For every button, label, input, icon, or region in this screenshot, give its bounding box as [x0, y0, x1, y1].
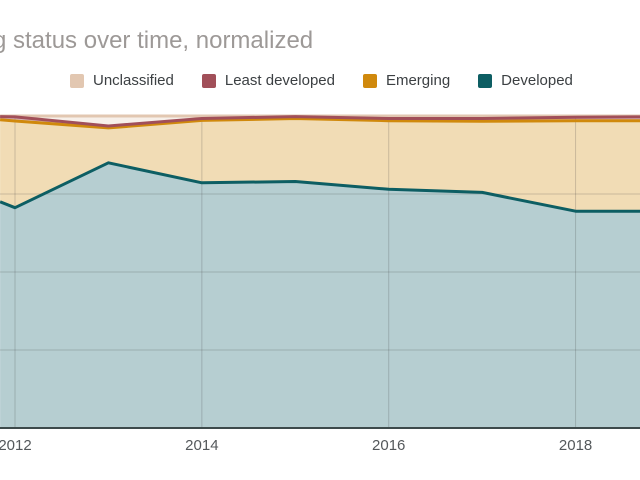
legend: Unclassified Least developed Emerging De…: [70, 72, 573, 89]
legend-label: Emerging: [385, 72, 451, 89]
least-developed-swatch-icon: [201, 73, 216, 88]
legend-label: Developed: [501, 72, 573, 89]
chart-title: g status over time, normalized: [0, 27, 314, 54]
x-tick-label-2012: 2012: [0, 437, 32, 454]
area-developed: [0, 162, 640, 428]
legend-item-developed[interactable]: Developed: [478, 72, 573, 89]
legend-item-emerging[interactable]: Emerging: [362, 72, 451, 89]
x-tick-label-2018: 2018: [558, 437, 593, 454]
line-least-developed: [0, 115, 640, 128]
emerging-swatch-icon: [362, 73, 377, 88]
legend-item-unclassified[interactable]: Unclassified: [70, 72, 174, 89]
developed-swatch-icon: [478, 73, 493, 88]
unclassified-swatch-icon: [70, 73, 84, 88]
line-developed: [0, 161, 640, 213]
area-emerging: [0, 118, 640, 212]
legend-item-least-developed[interactable]: Least developed: [201, 72, 335, 89]
x-tick-label-2016: 2016: [372, 437, 406, 454]
legend-label: Least developed: [224, 72, 335, 89]
legend-label: Unclassified: [93, 72, 174, 89]
x-axis: 2012 2014 2016 2018: [0, 437, 640, 457]
x-tick-label-2014: 2014: [185, 437, 219, 454]
line-emerging: [0, 117, 640, 130]
